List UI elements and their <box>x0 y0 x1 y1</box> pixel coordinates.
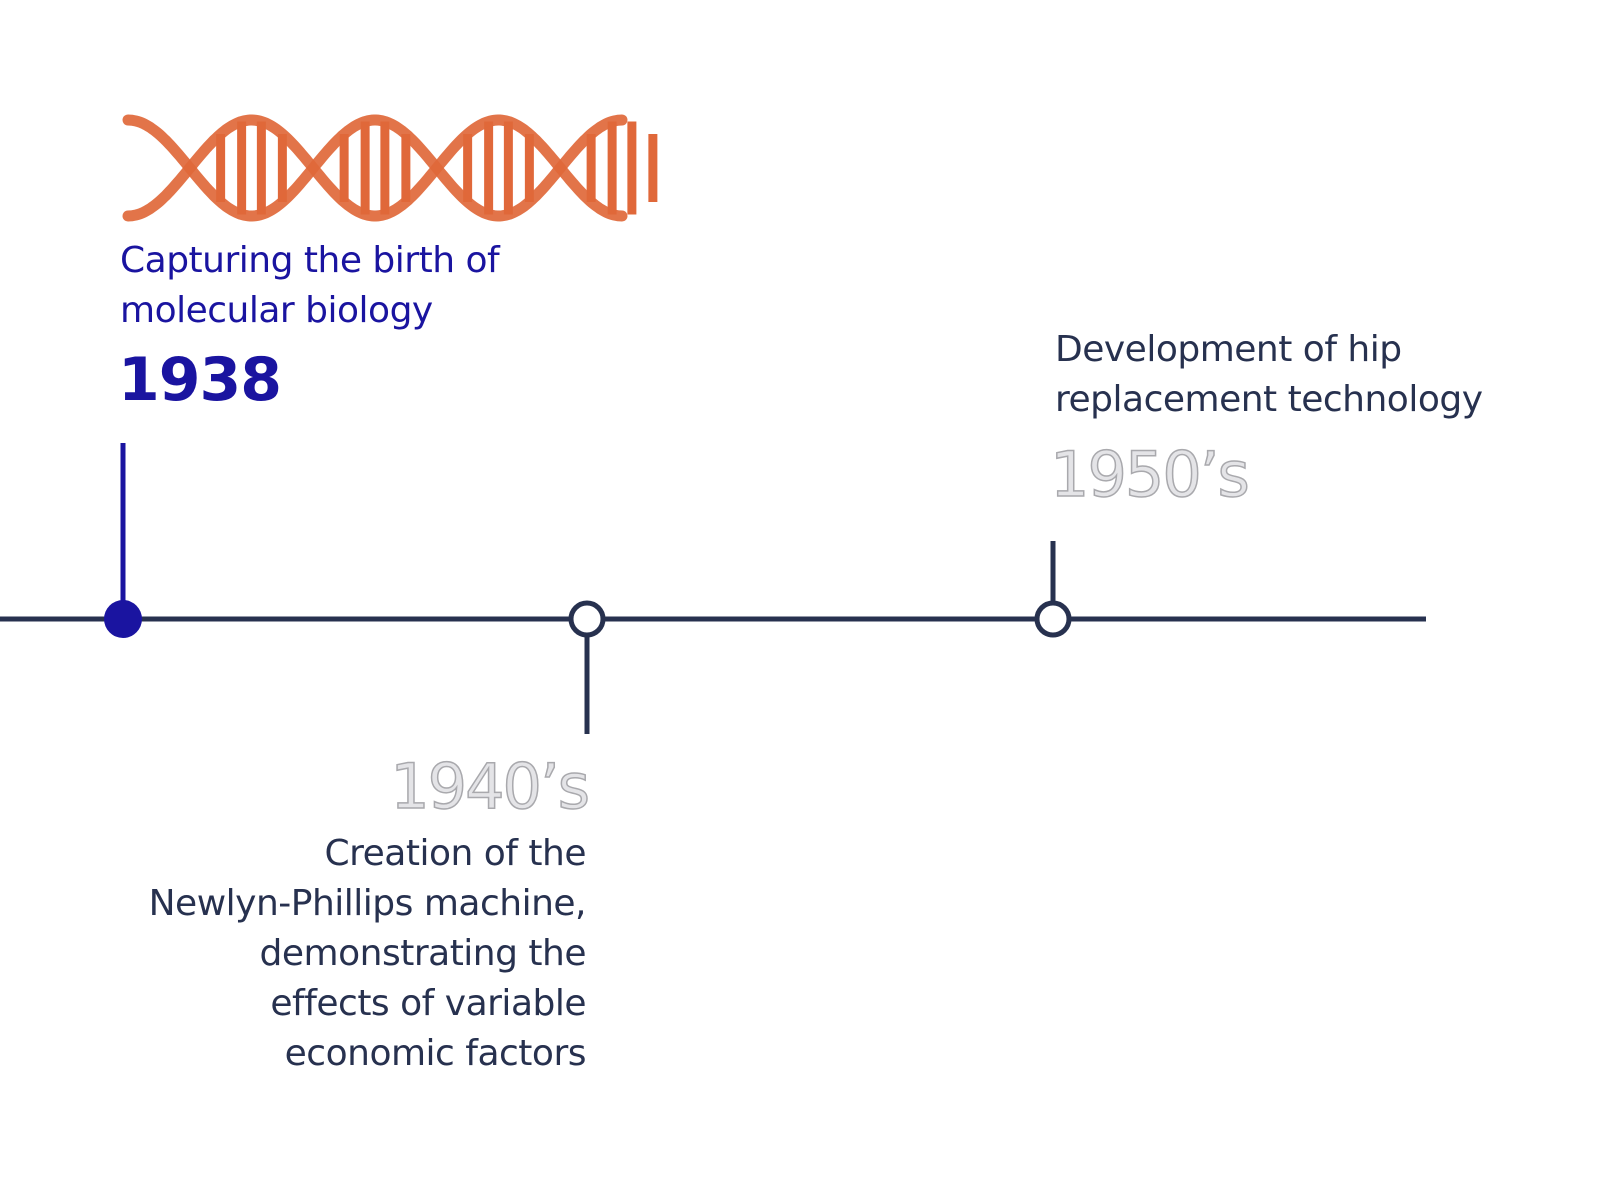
event-1940s-year: 1940’s <box>389 750 590 823</box>
marker-1938[interactable] <box>104 600 142 638</box>
title-line: Newlyn-Phillips machine, <box>148 883 587 924</box>
marker-1940s[interactable] <box>568 600 606 638</box>
title-line: economic factors <box>284 1033 587 1074</box>
title-line: molecular biology <box>120 290 433 331</box>
marker-1950s[interactable] <box>1034 600 1072 638</box>
title-line: Capturing the birth of <box>120 240 500 281</box>
event-1950s-title: Development of hip replacement technolog… <box>1055 325 1483 425</box>
title-line: Development of hip <box>1055 329 1402 370</box>
title-line: effects of variable <box>270 983 586 1024</box>
dna-strand <box>122 114 628 222</box>
title-line: replacement technology <box>1055 379 1483 420</box>
event-1950s-year: 1950’s <box>1049 438 1250 511</box>
dna-strand <box>122 114 628 222</box>
event-1938-title: Capturing the birth of molecular biology <box>120 236 500 336</box>
event-1938-year: 1938 <box>118 345 282 415</box>
dna-helix-icon <box>122 114 658 222</box>
event-1940s-title: Creation of the Newlyn-Phillips machine,… <box>148 829 587 1079</box>
title-line: demonstrating the <box>259 933 587 974</box>
title-line: Creation of the <box>324 833 587 874</box>
